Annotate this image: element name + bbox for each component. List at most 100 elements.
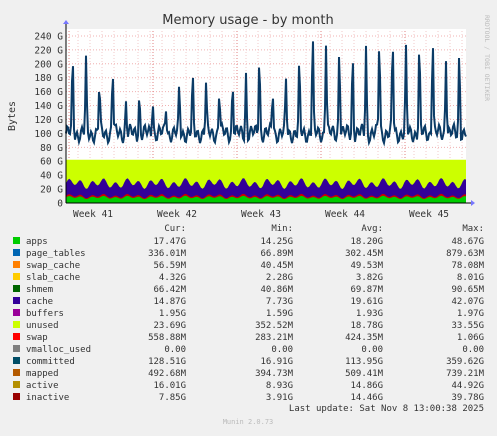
x-tick-label: Week 44 xyxy=(325,209,365,220)
legend-max: 48.67G xyxy=(451,237,484,247)
legend-cur: 14.87G xyxy=(153,297,186,307)
y-tick-label: 0 xyxy=(57,199,63,210)
legend-avg: 49.53M xyxy=(350,261,383,271)
legend-row: swap_cache 56.59M 40.45M 49.53M 78.08M xyxy=(13,261,485,271)
x-ticks: Week 41 Week 42 Week 43 Week 44 Week 45 xyxy=(73,209,449,220)
legend-avg: 18.20G xyxy=(350,237,383,247)
axes xyxy=(63,20,475,206)
legend-swatch xyxy=(13,357,20,364)
legend-min: 40.45M xyxy=(260,261,293,271)
legend-min: 283.21M xyxy=(255,333,294,343)
y-tick-label: 20 G xyxy=(40,185,63,196)
legend-cur: 66.42M xyxy=(153,285,186,295)
legend-swatch xyxy=(13,285,20,292)
legend-min: 14.25G xyxy=(260,237,293,247)
last-update: Last update: Sat Nov 8 13:00:38 2025 xyxy=(289,404,484,414)
legend-min: 8.93G xyxy=(266,381,293,391)
legend-avg: 0.00 xyxy=(361,345,383,355)
legend-avg: 509.41M xyxy=(345,369,384,379)
y-tick-label: 140 G xyxy=(34,101,63,112)
area-cache xyxy=(66,178,466,203)
legend-cur: 1.95G xyxy=(159,309,186,319)
legend-header-avg: Avg: xyxy=(361,224,383,234)
legend-name: shmem xyxy=(26,285,53,295)
legend-min: 3.91G xyxy=(266,393,293,403)
legend-max: 1.97G xyxy=(457,309,484,319)
legend-avg: 14.86G xyxy=(350,381,383,391)
side-label: RRDTOOL / TOBI OETIKER xyxy=(483,15,491,101)
legend-header-min: Min: xyxy=(271,224,293,234)
legend-header-cur: Cur: xyxy=(164,224,186,234)
legend-swatch xyxy=(13,333,20,340)
legend-avg: 424.35M xyxy=(345,333,384,343)
legend-cur: 17.47G xyxy=(153,237,186,247)
legend-cur: 23.69G xyxy=(153,321,186,331)
committed-line xyxy=(65,41,467,147)
legend-max: 78.08M xyxy=(451,261,484,271)
y-tick-label: 160 G xyxy=(34,87,63,98)
legend-min: 16.91G xyxy=(260,357,293,367)
legend-max: 8.01G xyxy=(457,273,484,283)
legend-row: buffers 1.95G 1.59G 1.93G 1.97G xyxy=(13,309,484,319)
legend-swatch xyxy=(13,237,20,244)
legend-cur: 56.59M xyxy=(153,261,186,271)
legend-swatch xyxy=(13,369,20,376)
legend-swatch xyxy=(13,249,20,256)
legend-max: 39.78G xyxy=(451,393,484,403)
legend-name: vmalloc_used xyxy=(26,345,91,355)
x-tick-label: Week 41 xyxy=(73,209,113,220)
legend-row: mapped 492.68M 394.73M 509.41M 739.21M xyxy=(13,369,485,379)
legend-row: swap 558.88M 283.21M 424.35M 1.06G xyxy=(13,333,484,343)
legend-row: apps 17.47G 14.25G 18.20G 48.67G xyxy=(13,237,484,247)
legend-min: 352.52M xyxy=(255,321,294,331)
legend-row: page_tables 336.01M 66.89M 302.45M 879.63M xyxy=(13,249,485,259)
legend-cur: 336.01M xyxy=(148,249,187,259)
legend-row: inactive 7.85G 3.91G 14.46G 39.78G xyxy=(13,393,484,403)
legend-cur: 4.32G xyxy=(159,273,186,283)
legend-name: committed xyxy=(26,357,75,367)
legend-avg: 18.78G xyxy=(350,321,383,331)
legend-swatch xyxy=(13,273,20,280)
stacked-layers xyxy=(66,159,466,203)
legend-swatch xyxy=(13,261,20,268)
y-tick-label: 180 G xyxy=(34,73,63,84)
legend-name: page_tables xyxy=(26,249,86,259)
legend-max: 44.92G xyxy=(451,381,484,391)
legend-cur: 128.51G xyxy=(148,357,186,367)
legend-name: mapped xyxy=(26,369,59,379)
legend-min: 66.89M xyxy=(260,249,293,259)
legend-swatch xyxy=(13,309,20,316)
legend-name: cache xyxy=(26,297,53,307)
legend-name: buffers xyxy=(26,309,64,319)
x-tick-label: Week 43 xyxy=(241,209,281,220)
y-tick-label: 220 G xyxy=(34,45,63,56)
legend-max: 1.06G xyxy=(457,333,484,343)
legend-row: slab_cache 4.32G 2.28G 3.82G 8.01G xyxy=(13,273,484,283)
legend-row: active 16.01G 8.93G 14.86G 44.92G xyxy=(13,381,484,391)
legend-cur: 492.68M xyxy=(148,369,187,379)
legend-swatch xyxy=(13,297,20,304)
legend-max: 42.07G xyxy=(451,297,484,307)
legend-row: shmem 66.42M 40.86M 69.87M 90.65M xyxy=(13,285,485,295)
y-ticks: 0 20 G 40 G 60 G 80 G 100 G 120 G 140 G 160 G 180… xyxy=(34,31,63,209)
legend-row: cache 14.87G 7.73G 19.61G 42.07G xyxy=(13,297,484,307)
legend-swatch xyxy=(13,345,20,352)
legend-avg: 69.87M xyxy=(350,285,383,295)
y-tick-label: 240 G xyxy=(34,31,63,42)
area-apps xyxy=(66,195,466,203)
legend-name: apps xyxy=(26,237,48,247)
legend-header: Cur: Min: Avg: Max: xyxy=(164,224,484,234)
legend-avg: 19.61G xyxy=(350,297,383,307)
legend-avg: 3.82G xyxy=(356,273,383,283)
legend-max: 33.55G xyxy=(451,321,484,331)
y-axis-label: Bytes xyxy=(7,101,18,131)
x-tick-label: Week 42 xyxy=(157,209,197,220)
legend-min: 1.59G xyxy=(266,309,293,319)
legend-cur: 7.85G xyxy=(159,393,186,403)
legend-min: 394.73M xyxy=(255,369,294,379)
legend-swatch xyxy=(13,321,20,328)
x-tick-label: Week 45 xyxy=(409,209,449,220)
chart-title: Memory usage - by month xyxy=(162,13,333,28)
legend-name: unused xyxy=(26,321,59,331)
